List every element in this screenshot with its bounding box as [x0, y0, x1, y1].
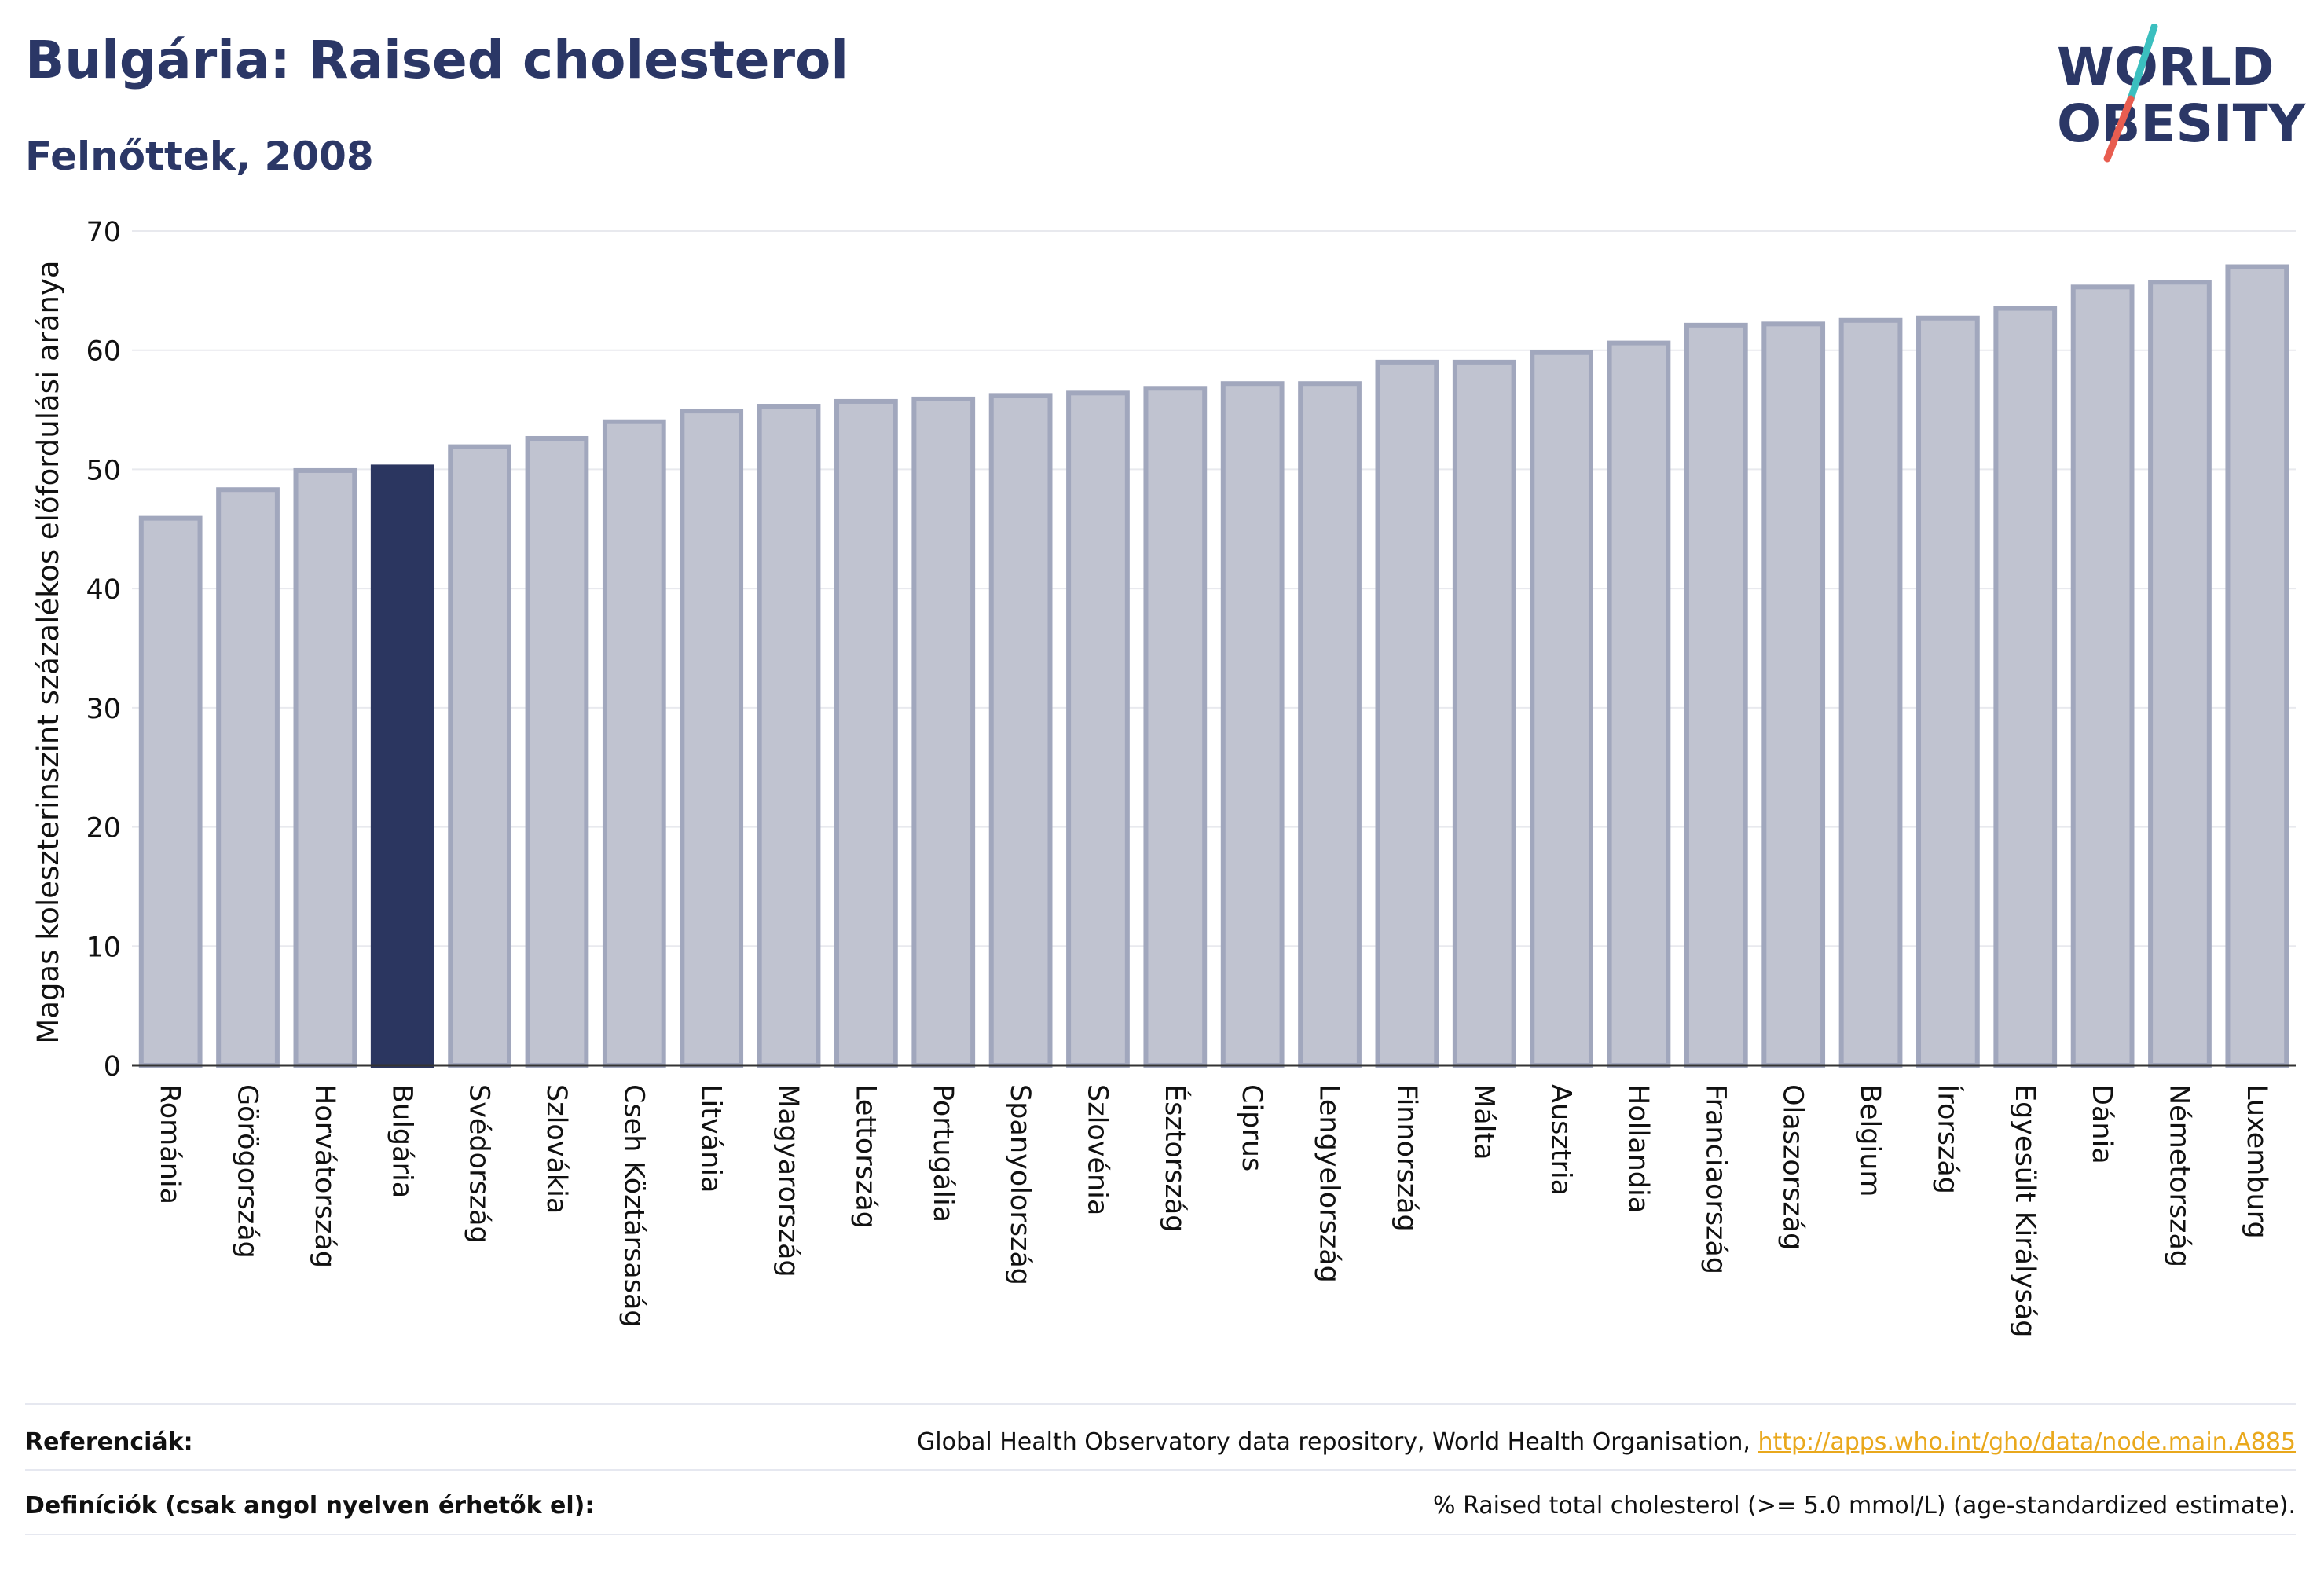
bar-27 [2225, 264, 2289, 1068]
x-tick-label: Dánia [2086, 1084, 2117, 1164]
logo-text-world: WORLD [2057, 37, 2275, 97]
references-value: Global Health Observatory data repositor… [917, 1428, 2296, 1456]
definitions-row: Definíciók (csak angol nyelven érhetők e… [25, 1474, 2296, 1537]
x-tick-label: Ausztria [1545, 1084, 1577, 1196]
bar-14 [1220, 381, 1285, 1068]
y-axis-label: Magas koleszterinszint százalékos előfor… [31, 260, 65, 1043]
bar-26 [2148, 280, 2212, 1068]
footer-divider-mid [25, 1469, 2296, 1471]
bar-17 [1452, 359, 1516, 1068]
y-tick-label: 50 [86, 455, 121, 486]
x-tick-label: Lettország [849, 1084, 881, 1229]
footer-divider-bottom [25, 1534, 2296, 1535]
logo-text-obesity: OBESITY [2057, 93, 2307, 154]
x-tick-label: Litvánia [695, 1084, 727, 1193]
x-tick-label: Németország [2163, 1084, 2194, 1267]
bar-10 [911, 396, 976, 1068]
x-tick-label: Belgium [1854, 1084, 1886, 1197]
bar-22 [1838, 317, 1903, 1068]
x-tick-label: Észtország [1159, 1084, 1192, 1233]
bar-24 [1993, 306, 2058, 1068]
bar-4 [448, 444, 511, 1068]
bar-23 [1916, 315, 1980, 1068]
x-tick-label: Svédország [464, 1084, 495, 1244]
bar-8 [757, 404, 821, 1068]
footer-divider-top [25, 1403, 2296, 1405]
bar-21 [1761, 321, 1826, 1068]
bar-7 [680, 409, 744, 1068]
bar-25 [2070, 284, 2135, 1068]
x-tick-label: Málta [1468, 1084, 1499, 1160]
x-tick-label: Spanyolország [1004, 1084, 1036, 1285]
x-tick-label: Cseh Köztársaság [618, 1084, 649, 1328]
x-tick-label: Lengyelország [1314, 1084, 1345, 1283]
bar-13 [1143, 386, 1208, 1068]
x-tick-label: Románia [154, 1084, 185, 1204]
bar-12 [1066, 390, 1130, 1068]
x-tick-label: Magyarország [772, 1084, 804, 1277]
x-tick-label: Bulgária [386, 1084, 417, 1198]
x-tick-label: Görögország [232, 1084, 263, 1259]
definitions-text: % Raised total cholesterol (>= 5.0 mmol/… [1433, 1491, 2296, 1519]
bar-1 [216, 487, 280, 1068]
world-obesity-logo: WORLD OBESITY [2057, 24, 2307, 163]
x-tick-label: Szlovénia [1081, 1084, 1113, 1215]
bar-11 [988, 393, 1053, 1068]
bar-chart: 0 10 20 30 40 50 60 70 Románia Görögország Horvát… [31, 217, 2296, 1337]
bar-15 [1298, 381, 1362, 1068]
x-tick-label: Franciaország [1699, 1084, 1731, 1274]
x-tick-label: Olaszország [1777, 1084, 1809, 1250]
x-tick-label: Portugália [927, 1084, 959, 1222]
x-tick-label: Írország [1931, 1084, 1964, 1194]
x-tick-label: Ciprus [1236, 1084, 1267, 1171]
references-row: Referenciák: Global Health Observatory d… [25, 1410, 2296, 1473]
logo-slash-red [2103, 95, 2135, 163]
x-tick-label: Szlovákia [541, 1084, 572, 1214]
references-text: Global Health Observatory data repositor… [917, 1428, 1758, 1456]
definitions-label: Definíciók (csak angol nyelven érhetők e… [25, 1491, 595, 1519]
bar-16 [1375, 359, 1439, 1068]
x-tick-label: Finnország [1391, 1084, 1422, 1232]
x-tick-label: Horvátország [309, 1084, 340, 1268]
y-tick-label: 0 [104, 1051, 121, 1083]
x-tick-label: Luxemburg [2241, 1084, 2272, 1239]
x-tick-label: Egyesült Királyság [2009, 1084, 2040, 1337]
bar-0 [138, 515, 203, 1068]
bar-18 [1530, 350, 1593, 1068]
chart-title: Bulgária: Raised cholesterol [25, 30, 849, 90]
y-tick-label: 20 [86, 813, 121, 845]
y-tick-label: 60 [86, 336, 121, 368]
y-tick-label: 40 [86, 574, 121, 606]
y-tick-label: 30 [86, 694, 121, 725]
bar-20 [1684, 322, 1748, 1068]
bar-19 [1607, 340, 1671, 1068]
bar-2 [293, 467, 357, 1068]
x-tick-label: Hollandia [1622, 1084, 1654, 1213]
references-label: Referenciák: [25, 1428, 193, 1456]
bar-9 [834, 398, 898, 1068]
bar-6 [602, 419, 666, 1068]
logo-slash-teal [2127, 24, 2158, 103]
y-tick-label: 10 [86, 932, 121, 963]
bar-3 [370, 464, 434, 1068]
chart-subtitle: Felnőttek, 2008 [25, 134, 374, 179]
references-link[interactable]: http://apps.who.int/gho/data/node.main.A… [1758, 1428, 2296, 1456]
bar-5 [525, 435, 589, 1068]
y-tick-label: 70 [86, 217, 121, 248]
